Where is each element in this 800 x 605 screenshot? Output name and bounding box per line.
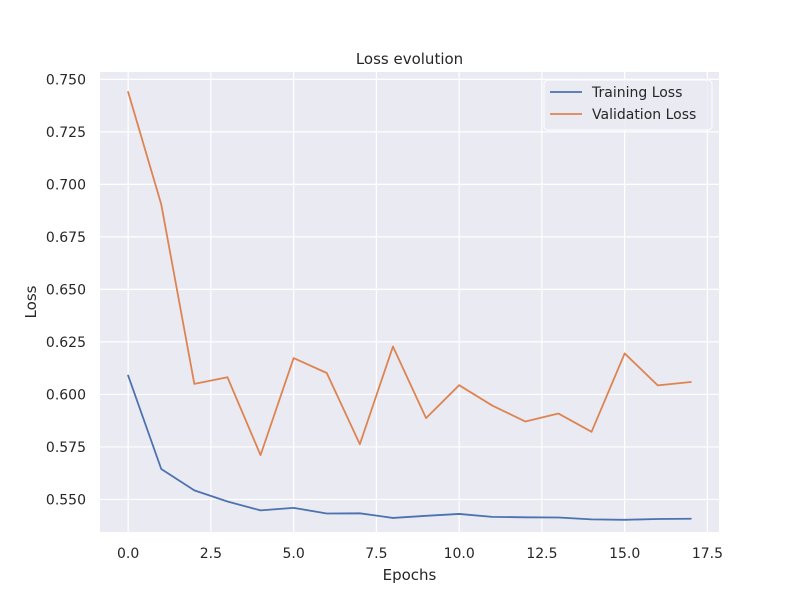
x-tick-label: 10.0 (444, 546, 475, 562)
chart-title: Loss evolution (356, 50, 463, 68)
plot-area (100, 72, 719, 532)
y-tick-label: 0.700 (46, 177, 86, 193)
x-tick-label: 7.5 (365, 546, 387, 562)
legend: Training Loss Validation Loss (543, 79, 713, 131)
series-line-validation-loss (127, 91, 692, 457)
legend-label-validation-loss: Validation Loss (592, 107, 696, 123)
y-tick-label: 0.725 (46, 125, 86, 141)
series-line-training-loss (127, 374, 692, 521)
y-tick-label: 0.750 (46, 72, 86, 88)
y-tick-label: 0.550 (46, 492, 86, 508)
grid-lines (100, 72, 719, 532)
y-tick-label: 0.625 (46, 335, 86, 351)
x-axis-label: Epochs (383, 566, 437, 584)
y-tick-label: 0.575 (46, 440, 86, 456)
x-tick-label: 0.0 (117, 546, 139, 562)
y-tick-label: 0.650 (46, 282, 86, 298)
series-lines (127, 91, 692, 521)
x-tick-label: 5.0 (283, 546, 305, 562)
x-tick-label: 12.5 (526, 546, 557, 562)
x-tick-label: 15.0 (609, 546, 640, 562)
x-axis-ticks: 0.0 2.5 5.0 7.5 10.0 12.5 15.0 17.5 (117, 546, 723, 562)
legend-label-training-loss: Training Loss (591, 85, 682, 101)
y-tick-label: 0.675 (46, 230, 86, 246)
legend-box (543, 79, 713, 131)
y-axis-label: Loss (22, 285, 40, 318)
x-tick-label: 17.5 (692, 546, 723, 562)
y-tick-label: 0.600 (46, 387, 86, 403)
y-axis-ticks: 0.550 0.575 0.600 0.625 0.650 0.675 0.700 0.725… (46, 72, 86, 508)
x-tick-label: 2.5 (200, 546, 222, 562)
